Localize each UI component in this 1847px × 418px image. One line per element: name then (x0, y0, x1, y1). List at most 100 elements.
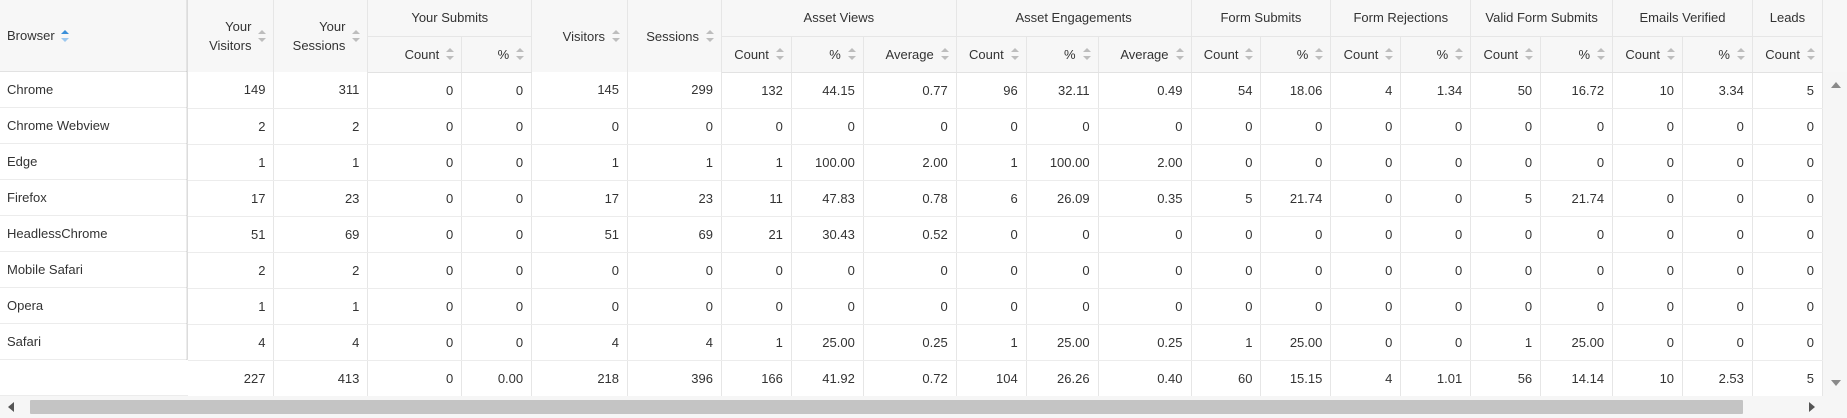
subheader-count[interactable]: Count (1612, 36, 1684, 73)
total-cell: 396 (627, 360, 722, 396)
sort-icon[interactable] (1315, 48, 1324, 60)
sort-icon[interactable] (1736, 48, 1745, 60)
scroll-right-icon[interactable] (1809, 402, 1815, 412)
subheader-label: % (829, 46, 841, 62)
table-cell: 0 (1752, 252, 1823, 289)
table-cell: 0.77 (863, 72, 957, 109)
total-cell: 0.72 (863, 360, 957, 396)
header-visitors[interactable]: Visitors (531, 0, 629, 72)
table-cell: 0 (1400, 252, 1472, 289)
sort-icon[interactable] (1245, 48, 1254, 60)
vertical-scrollbar[interactable] (1823, 72, 1847, 396)
scroll-left-icon[interactable] (8, 402, 14, 412)
sort-icon[interactable] (258, 30, 267, 42)
horizontal-scrollbar[interactable] (0, 396, 1823, 418)
sort-icon[interactable] (352, 30, 361, 42)
sort-ascending-icon[interactable] (60, 29, 69, 42)
subheader-average[interactable]: Average (863, 36, 957, 73)
subheader-count[interactable]: Count (956, 36, 1027, 73)
sort-icon[interactable] (1385, 48, 1394, 60)
browser-name-cell: HeadlessChrome (0, 216, 188, 252)
total-cell: 227 (188, 360, 275, 396)
table-cell: 0 (791, 108, 864, 145)
total-cell: 60 (1191, 360, 1262, 396)
table-cell: 17 (531, 180, 629, 217)
table-cell: 2 (188, 108, 275, 145)
sort-icon[interactable] (775, 48, 784, 60)
table-cell: 0 (1260, 144, 1332, 181)
sort-icon[interactable] (1667, 48, 1676, 60)
table-cell: 0 (627, 252, 722, 289)
sort-icon[interactable] (1082, 48, 1091, 60)
sort-icon[interactable] (705, 30, 714, 42)
subheader-percent[interactable]: % (791, 36, 864, 73)
table-cell: 5 (1191, 180, 1262, 217)
table-cell: 0 (1330, 144, 1402, 181)
table-cell: 17 (188, 180, 275, 217)
table-row: 149 311 0 0 145 299 132 44.15 0.77 96 32.11 0.49 54 1… (188, 72, 1823, 109)
browser-column-header[interactable]: Browser (0, 0, 188, 72)
table-cell: 3.34 (1682, 72, 1753, 109)
subheader-label: Average (885, 46, 934, 62)
sort-icon[interactable] (940, 48, 949, 60)
table-cell: 6 (956, 180, 1027, 217)
scroll-down-icon[interactable] (1831, 380, 1841, 386)
sort-icon[interactable] (1525, 48, 1534, 60)
subheader-count[interactable]: Count (1752, 36, 1823, 73)
table-cell: 1 (1470, 324, 1542, 361)
total-cell: 166 (721, 360, 792, 396)
table-cell: 0 (1682, 252, 1753, 289)
table-cell: 25.00 (1026, 324, 1099, 361)
horizontal-scroll-thumb[interactable] (30, 400, 1743, 414)
browser-name-cell: Mobile Safari (0, 252, 188, 288)
table-cell: 0 (461, 252, 533, 289)
subheader-percent[interactable]: % (1682, 36, 1753, 73)
table-cell: 0 (1191, 216, 1262, 253)
table-cell: 4 (531, 324, 629, 361)
sort-icon[interactable] (1010, 48, 1019, 60)
sort-icon[interactable] (612, 30, 621, 42)
header-your-visitors[interactable]: Your Visitors (188, 0, 275, 72)
table-cell: 0 (956, 288, 1027, 325)
subheader-percent[interactable]: % (1540, 36, 1614, 73)
sort-icon[interactable] (446, 48, 455, 60)
total-cell: 104 (956, 360, 1027, 396)
sort-icon[interactable] (1807, 48, 1815, 60)
subheader-count[interactable]: Count (1330, 36, 1402, 73)
subheader-percent[interactable]: % (461, 36, 533, 73)
scroll-up-icon[interactable] (1831, 82, 1841, 88)
table-cell: 0 (1540, 252, 1614, 289)
subheader-average[interactable]: Average (1098, 36, 1192, 73)
table-cell: 100.00 (791, 144, 864, 181)
subheader-count[interactable]: Count (1470, 36, 1542, 73)
subheader-percent[interactable]: % (1026, 36, 1099, 73)
subheader-percent[interactable]: % (1400, 36, 1472, 73)
header-sessions-label: Sessions (646, 28, 699, 44)
sort-icon[interactable] (847, 48, 856, 60)
table-cell: 0.52 (863, 216, 957, 253)
sort-icon[interactable] (1455, 48, 1464, 60)
totals-row: 227 413 0 0.00 218 396 166 41.92 0.72 104 26.26 0.4… (188, 360, 1823, 396)
browser-header-label: Browser (7, 28, 55, 43)
browser-name-cell: Chrome Webview (0, 108, 188, 144)
subheader-count[interactable]: Count (721, 36, 792, 73)
sort-icon[interactable] (1597, 48, 1606, 60)
table-cell: 0 (1260, 288, 1332, 325)
subheader-percent[interactable]: % (1260, 36, 1332, 73)
table-cell: 2.00 (1098, 144, 1192, 181)
table-cell: 149 (188, 72, 275, 109)
subheader-count[interactable]: Count (367, 36, 463, 73)
header-sessions[interactable]: Sessions (627, 0, 722, 72)
table-cell: 0 (956, 216, 1027, 253)
sort-icon[interactable] (516, 48, 525, 60)
table-cell: 0.35 (1098, 180, 1192, 217)
sort-icon[interactable] (1175, 48, 1184, 60)
table-cell: 47.83 (791, 180, 864, 217)
table-cell: 0 (1330, 252, 1402, 289)
table-cell: 2 (273, 252, 369, 289)
header-your-sessions[interactable]: Your Sessions (273, 0, 369, 72)
subheader-count[interactable]: Count (1191, 36, 1262, 73)
table-scroll-area[interactable]: Your Visitors Your Sessions Your Submits… (188, 0, 1823, 396)
